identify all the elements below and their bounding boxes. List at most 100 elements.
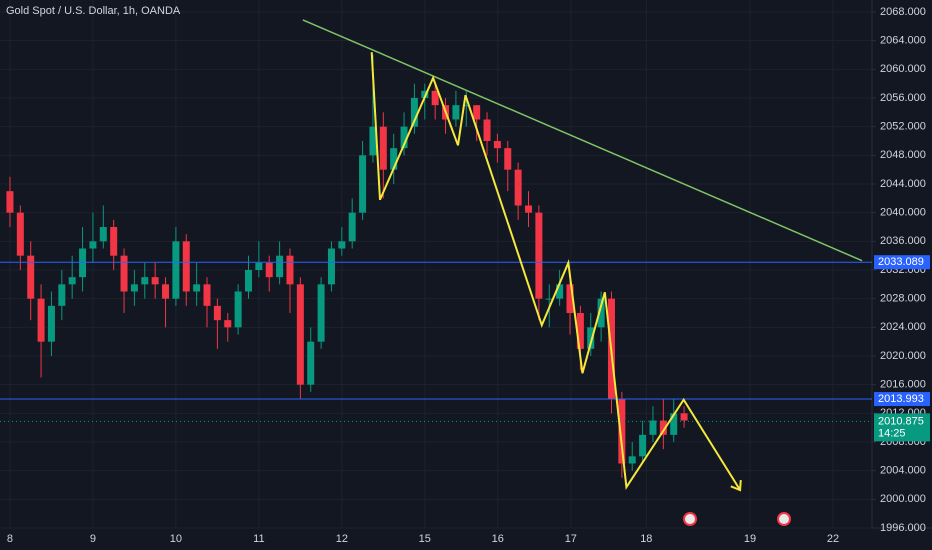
- candle-body: [379, 126, 387, 170]
- candle-body: [483, 119, 491, 141]
- candle-body: [172, 241, 180, 299]
- candle-body: [6, 191, 14, 213]
- candle-body: [296, 284, 304, 385]
- y-tick-label: 1996.000: [880, 522, 926, 534]
- candle-body: [130, 284, 138, 292]
- x-tick-label: 8: [7, 533, 13, 545]
- candle-body: [462, 105, 470, 107]
- candle-body: [141, 277, 149, 285]
- candle-body: [504, 148, 512, 170]
- y-tick-label: 2036.000: [880, 235, 926, 247]
- candle-body: [659, 420, 667, 435]
- x-tick-label: 11: [253, 533, 264, 545]
- candle-body: [47, 305, 55, 342]
- candle-body: [99, 227, 107, 242]
- candle-body: [327, 248, 335, 285]
- price-label-bg: [874, 255, 930, 270]
- candle-body: [525, 205, 533, 213]
- y-tick-label: 2068.000: [880, 6, 926, 18]
- candle-body: [89, 241, 97, 249]
- candle-body: [431, 90, 439, 106]
- candle-body: [514, 169, 522, 206]
- x-tick-label: 10: [170, 533, 182, 545]
- y-tick-label: 2024.000: [880, 321, 926, 333]
- plot: [0, 0, 872, 529]
- x-tick-label: 22: [827, 533, 839, 545]
- x-tick-label: 19: [744, 533, 756, 545]
- y-tick-label: 2000.000: [880, 493, 926, 505]
- candle-body: [27, 255, 35, 299]
- candle-body: [79, 248, 87, 278]
- candle-body: [276, 255, 284, 278]
- price-label: 2013.993: [878, 393, 924, 405]
- x-tick-label: 18: [640, 533, 652, 545]
- candle-body: [680, 413, 688, 421]
- candle-body: [390, 148, 398, 170]
- candle-body: [182, 241, 190, 292]
- candle-body: [338, 241, 346, 249]
- candle-body: [203, 284, 211, 306]
- price-label-bg: [874, 392, 930, 407]
- candle-body: [58, 284, 66, 306]
- y-tick-label: 2056.000: [880, 92, 926, 104]
- y-tick-label: 2044.000: [880, 178, 926, 190]
- y-tick-label: 2060.000: [880, 63, 926, 75]
- last-price-bg: [874, 413, 930, 442]
- candle-body: [37, 298, 45, 342]
- y-tick-label: 2040.000: [880, 207, 926, 219]
- event-icon[interactable]: [777, 512, 791, 526]
- price-label: 2033.089: [878, 256, 924, 268]
- candle-body: [369, 126, 377, 156]
- candle-body: [193, 284, 201, 292]
- candle-body: [618, 399, 626, 464]
- y-tick-label: 2028.000: [880, 293, 926, 305]
- event-icon[interactable]: [683, 512, 697, 526]
- candle-body: [244, 270, 252, 292]
- x-tick-label: 12: [336, 533, 348, 545]
- x-tick-label: 9: [90, 533, 96, 545]
- candle-body: [566, 284, 574, 313]
- candle-body: [317, 284, 325, 342]
- candle-body: [255, 262, 263, 270]
- trend-line: [302, 19, 863, 262]
- candle-body: [535, 212, 543, 299]
- y-tick-label: 2004.000: [880, 465, 926, 477]
- candle-body: [162, 284, 170, 299]
- y-tick-label: 2048.000: [880, 149, 926, 161]
- x-tick-label: 15: [419, 533, 431, 545]
- event-icons: [683, 512, 791, 526]
- candle-body: [110, 227, 118, 256]
- candle-body: [639, 434, 647, 457]
- candle-body: [224, 320, 232, 328]
- candle-body: [151, 277, 159, 285]
- y-tick-label: 2020.000: [880, 350, 926, 362]
- candle-body: [359, 155, 367, 213]
- candle-body: [213, 305, 221, 321]
- zigzag-path: [370, 52, 741, 491]
- countdown-label: 14:25: [878, 427, 906, 439]
- candle-body: [576, 313, 584, 349]
- y-tick-label: 2052.000: [880, 121, 926, 133]
- candle-body: [307, 341, 315, 385]
- candle-body: [545, 298, 553, 300]
- chart-title: Gold Spot / U.S. Dollar, 1h, OANDA: [6, 5, 181, 17]
- candle-body: [421, 90, 429, 98]
- candle-body: [400, 126, 408, 149]
- last-price-label: 2010.875: [878, 415, 924, 427]
- candle-body: [597, 298, 605, 328]
- candle-body: [120, 255, 128, 292]
- y-tick-label: 2064.000: [880, 35, 926, 47]
- candle-body: [234, 291, 242, 328]
- candle-body: [348, 212, 356, 242]
- y-tick-label: 2016.000: [880, 379, 926, 391]
- candle-body: [587, 327, 595, 349]
- candle-body: [16, 212, 24, 256]
- candle-body: [649, 420, 657, 435]
- arrow-head: [730, 479, 742, 492]
- candle-body: [452, 105, 460, 120]
- x-tick-label: 17: [565, 533, 577, 545]
- candle-body: [556, 284, 564, 299]
- candle-body: [68, 277, 76, 285]
